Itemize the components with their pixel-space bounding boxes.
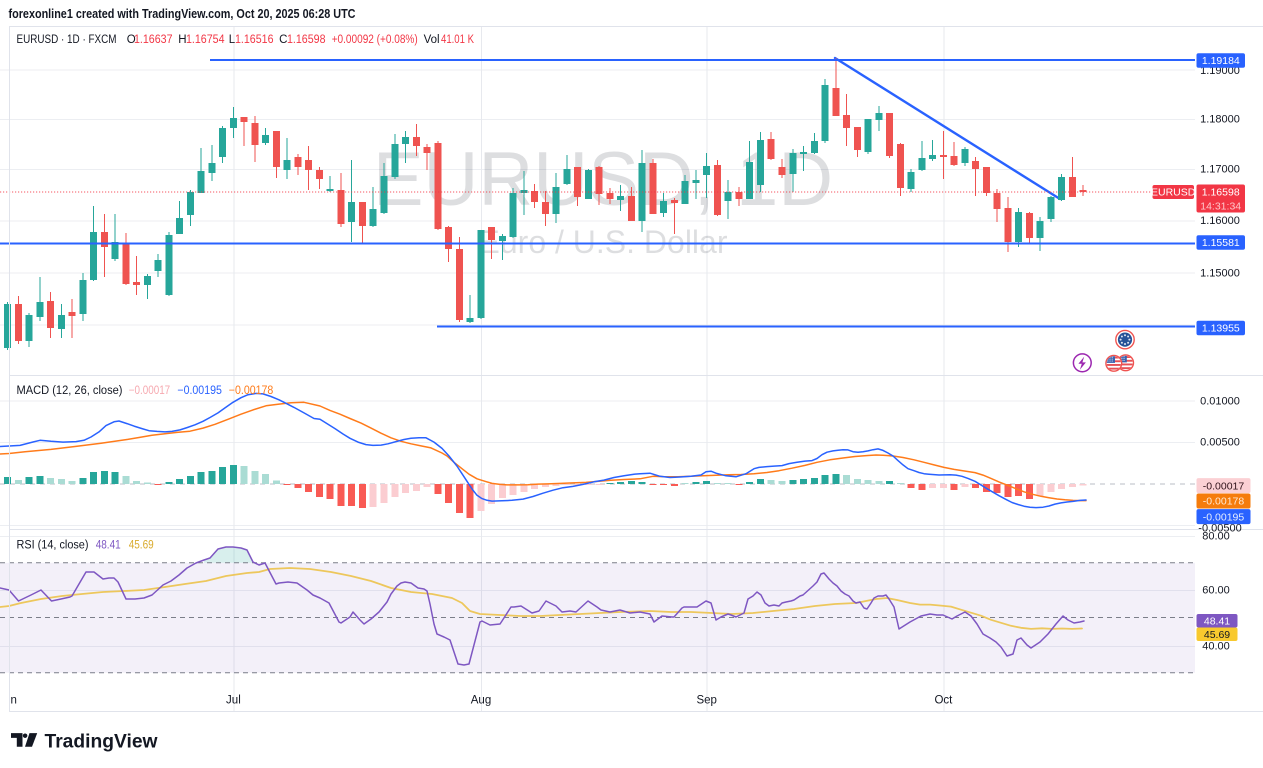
- svg-text:−0.00178: −0.00178: [229, 385, 273, 397]
- svg-text:0.01000: 0.01000: [1200, 396, 1240, 408]
- svg-text:+0.00092 (+0.08%): +0.00092 (+0.08%): [332, 34, 418, 46]
- svg-text:60.00: 60.00: [1202, 584, 1230, 596]
- svg-text:MACD (12, 26, close): MACD (12, 26, close): [17, 385, 123, 397]
- svg-text:14:31:34: 14:31:34: [1200, 201, 1241, 213]
- svg-text:Aug: Aug: [471, 695, 491, 707]
- svg-text:48.41: 48.41: [96, 540, 121, 552]
- svg-text:1.15000: 1.15000: [1200, 268, 1240, 280]
- svg-text:Jul: Jul: [226, 695, 241, 707]
- svg-text:1.13955: 1.13955: [1202, 323, 1240, 335]
- svg-text:H: H: [178, 34, 186, 46]
- svg-text:EURUSD, 1D: EURUSD, 1D: [373, 137, 833, 222]
- svg-text:C: C: [279, 34, 287, 46]
- svg-text:41.01 K: 41.01 K: [441, 34, 474, 46]
- svg-text:1.18000: 1.18000: [1200, 114, 1240, 126]
- svg-text:1.16000: 1.16000: [1200, 215, 1240, 227]
- svg-text:Euro / U.S. Dollar: Euro / U.S. Dollar: [479, 224, 728, 260]
- svg-text:-0.00178: -0.00178: [1203, 496, 1245, 508]
- svg-text:80.00: 80.00: [1202, 531, 1230, 543]
- svg-text:EURUSD · 1D · FXCM: EURUSD · 1D · FXCM: [17, 34, 117, 46]
- svg-text:1.16754: 1.16754: [186, 34, 225, 46]
- svg-text:-0.00195: -0.00195: [1203, 511, 1245, 523]
- svg-text:O: O: [127, 34, 136, 46]
- svg-text:Vol: Vol: [424, 34, 440, 46]
- svg-text:45.69: 45.69: [129, 540, 154, 552]
- svg-text:1.17000: 1.17000: [1200, 164, 1240, 176]
- svg-text:0.00500: 0.00500: [1200, 437, 1240, 449]
- svg-text:-0.00017: -0.00017: [1203, 480, 1245, 492]
- svg-text:-0.00500: -0.00500: [1198, 523, 1241, 535]
- svg-text:Sep: Sep: [696, 695, 716, 707]
- svg-text:1.19000: 1.19000: [1200, 65, 1240, 77]
- svg-text:forexonline1 created with Trad: forexonline1 created with TradingView.co…: [9, 7, 356, 21]
- svg-text:1.16637: 1.16637: [134, 34, 173, 46]
- svg-text:Oct: Oct: [934, 695, 953, 707]
- svg-text:L: L: [229, 34, 236, 46]
- svg-text:1.15581: 1.15581: [1202, 237, 1240, 249]
- svg-text:48.41: 48.41: [1204, 616, 1230, 628]
- svg-text:−0.00017: −0.00017: [129, 385, 171, 397]
- svg-text:n: n: [11, 695, 17, 707]
- svg-text:EURUSD: EURUSD: [1151, 187, 1196, 199]
- svg-text:1.16598: 1.16598: [1202, 187, 1240, 199]
- svg-text:45.69: 45.69: [1204, 629, 1230, 641]
- svg-text:40.00: 40.00: [1202, 641, 1230, 653]
- svg-text:1.16516: 1.16516: [235, 34, 274, 46]
- svg-text:1.16598: 1.16598: [287, 34, 326, 46]
- svg-text:RSI (14, close): RSI (14, close): [17, 540, 89, 552]
- svg-text:TradingView: TradingView: [45, 731, 159, 753]
- svg-text:1.19184: 1.19184: [1202, 55, 1240, 67]
- svg-text:−0.00195: −0.00195: [177, 385, 222, 397]
